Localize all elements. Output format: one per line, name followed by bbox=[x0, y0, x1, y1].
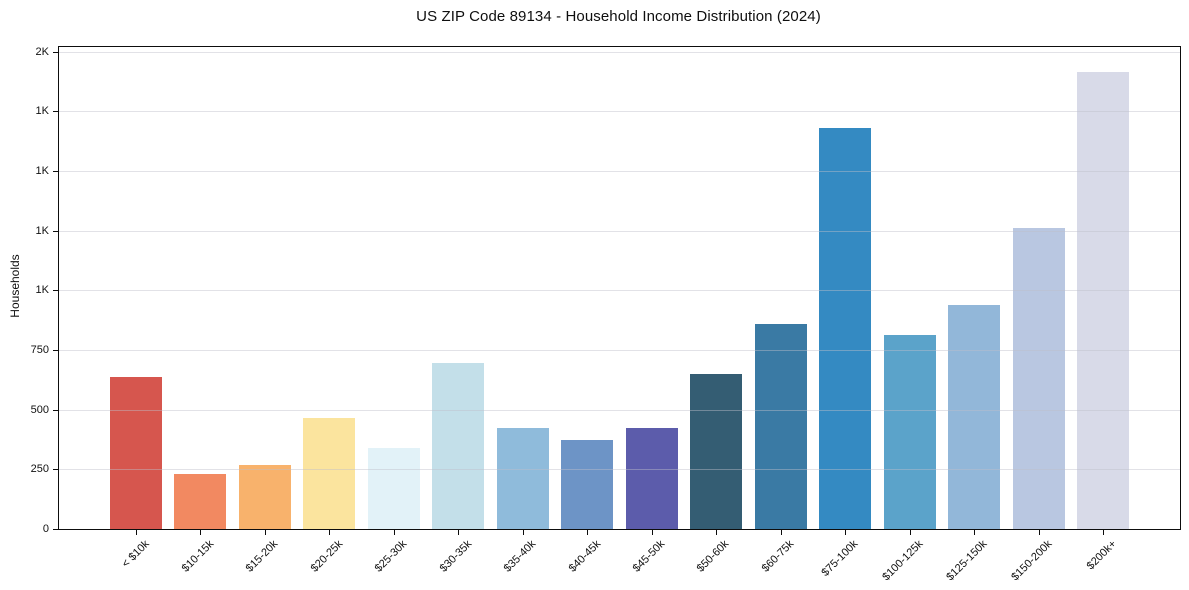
y-tick-mark bbox=[53, 230, 58, 232]
y-tick-mark bbox=[53, 171, 58, 173]
y-tick-label: 1K bbox=[35, 224, 49, 237]
x-tick-label: $35-40k bbox=[501, 538, 539, 575]
chart-title: US ZIP Code 89134 - Household Income Dis… bbox=[416, 8, 821, 25]
bar-$15-20k bbox=[238, 464, 291, 529]
x-tick-label: $150-200k bbox=[1008, 538, 1055, 584]
x-tick-mark bbox=[264, 530, 266, 535]
x-tick-mark bbox=[716, 530, 718, 535]
x-tick-mark bbox=[974, 530, 976, 535]
y-tick-mark bbox=[53, 409, 58, 411]
x-tick-mark bbox=[780, 530, 782, 535]
y-tick-label: 0 bbox=[42, 523, 49, 535]
x-tick-mark bbox=[136, 530, 137, 535]
gridline-250 bbox=[59, 469, 1180, 471]
y-tick-mark bbox=[53, 529, 58, 530]
gridline-1K bbox=[59, 111, 1180, 113]
gridline-1K bbox=[59, 230, 1180, 232]
x-tick-mark bbox=[845, 530, 847, 535]
y-tick-mark bbox=[53, 350, 58, 352]
bar-$30-35k bbox=[432, 363, 485, 529]
bar-$25-30k bbox=[367, 447, 420, 529]
y-tick-label: 1K bbox=[35, 284, 49, 297]
x-tick-mark bbox=[1103, 530, 1104, 535]
bar-$20-25k bbox=[303, 418, 356, 529]
bar-$125-150k bbox=[948, 304, 1001, 529]
x-tick-mark bbox=[909, 530, 911, 535]
x-tick-label: $25-30k bbox=[372, 538, 410, 575]
x-tick-label: < $10k bbox=[119, 538, 152, 571]
x-tick-mark bbox=[522, 530, 524, 535]
x-tick-label: $200k+ bbox=[1084, 538, 1119, 573]
gridline-1K bbox=[59, 171, 1180, 173]
x-tick-mark bbox=[651, 530, 653, 535]
y-tick-mark bbox=[53, 111, 58, 113]
gridline-1K bbox=[59, 290, 1180, 292]
bar-$100-125k bbox=[883, 334, 936, 529]
y-tick-mark bbox=[53, 469, 58, 471]
x-tick-mark bbox=[200, 530, 202, 535]
y-tick-label: 500 bbox=[30, 403, 49, 416]
x-tick-label: $100-125k bbox=[879, 538, 926, 584]
x-tick-label: $15-20k bbox=[243, 538, 281, 575]
x-tick-label: $30-35k bbox=[437, 538, 474, 575]
x-tick-mark bbox=[1038, 530, 1040, 535]
bar-$200k+ bbox=[1077, 72, 1129, 529]
x-tick-label: $50-60k bbox=[695, 538, 732, 575]
x-tick-mark bbox=[329, 530, 331, 535]
bar-$150-200k bbox=[1012, 228, 1065, 529]
bar-$10-15k bbox=[174, 474, 227, 529]
bar-$75-100k bbox=[819, 128, 872, 529]
y-axis-label: Households bbox=[8, 254, 22, 318]
gridline-2K bbox=[59, 51, 1180, 53]
x-tick-mark bbox=[393, 530, 395, 535]
gridline-500 bbox=[59, 409, 1180, 411]
y-tick-label: 1K bbox=[35, 105, 49, 118]
x-tick-mark bbox=[458, 530, 460, 535]
bar-$40-45k bbox=[561, 439, 614, 529]
gridline-750 bbox=[59, 350, 1180, 352]
x-tick-label: $20-25k bbox=[308, 538, 345, 575]
y-tick-label: 250 bbox=[30, 463, 49, 476]
x-tick-label: $45-50k bbox=[630, 538, 668, 575]
y-tick-label: 750 bbox=[30, 344, 49, 357]
bar-< $10k bbox=[110, 377, 162, 529]
y-tick-label: 1K bbox=[35, 165, 49, 178]
plot-area: 0 250 500 750 1K 1K 1K 1K 2K < $10k $10-15k $15-20k… bbox=[31, 46, 1181, 583]
x-tick-label: $75-100k bbox=[819, 538, 861, 579]
y-tick-mark bbox=[53, 51, 58, 53]
bar-$45-50k bbox=[625, 427, 678, 529]
x-tick-label: $60-75k bbox=[759, 538, 797, 575]
y-tick-mark bbox=[53, 290, 58, 292]
bar-$60-75k bbox=[754, 323, 807, 529]
bar-$50-60k bbox=[690, 373, 743, 529]
x-tick-mark bbox=[587, 530, 589, 535]
y-tick-label: 2K bbox=[35, 45, 49, 58]
x-tick-label: $10-15k bbox=[179, 538, 216, 575]
bar-$35-40k bbox=[496, 427, 549, 529]
x-tick-label: $40-45k bbox=[566, 538, 603, 575]
x-tick-label: $125-150k bbox=[944, 538, 990, 584]
